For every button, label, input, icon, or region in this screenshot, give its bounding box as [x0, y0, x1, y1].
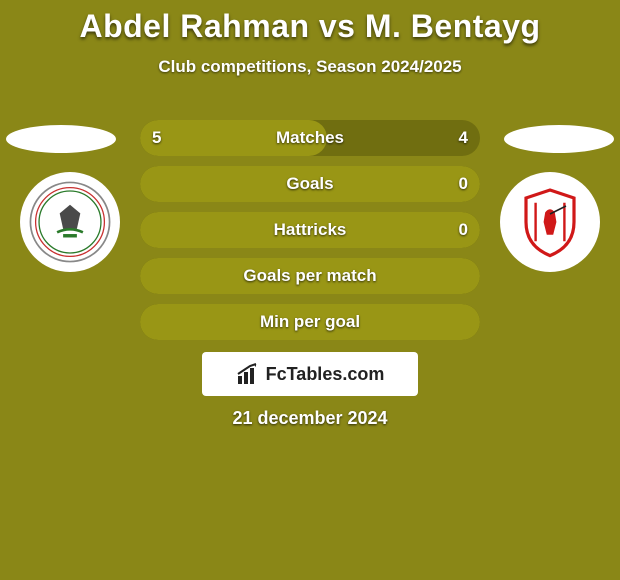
brand-chart-icon [236, 362, 260, 386]
player-oval-right [504, 125, 614, 153]
stat-bar: Goals0 [140, 166, 480, 202]
stat-bar: Matches5 4 [140, 120, 480, 156]
page-title: Abdel Rahman vs M. Bentayg [0, 0, 620, 45]
stat-bar: Hattricks0 [140, 212, 480, 248]
brand-text: FcTables.com [266, 364, 385, 385]
stat-value-right: 4 [459, 120, 468, 156]
stat-bar: Goals per match [140, 258, 480, 294]
stat-label: Min per goal [140, 304, 480, 340]
stat-label: Hattricks [140, 212, 480, 248]
stat-value-right: 0 [459, 212, 468, 248]
stat-value-right: 0 [459, 166, 468, 202]
stat-label: Goals per match [140, 258, 480, 294]
comparison-infographic: Abdel Rahman vs M. Bentayg Club competit… [0, 0, 620, 580]
stat-label: Matches [140, 120, 480, 156]
club-logo-left [20, 172, 120, 272]
stat-label: Goals [140, 166, 480, 202]
club-crest-left-icon [27, 179, 113, 265]
stat-bar: Min per goal [140, 304, 480, 340]
brand-box: FcTables.com [202, 352, 418, 396]
date-text: 21 december 2024 [0, 408, 620, 429]
subtitle: Club competitions, Season 2024/2025 [0, 57, 620, 77]
club-logo-right [500, 172, 600, 272]
club-crest-right-icon [510, 182, 590, 262]
player-oval-left [6, 125, 116, 153]
stat-value-left: 5 [152, 120, 161, 156]
stats-bars: Matches54Goals0Hattricks0Goals per match… [140, 120, 480, 350]
